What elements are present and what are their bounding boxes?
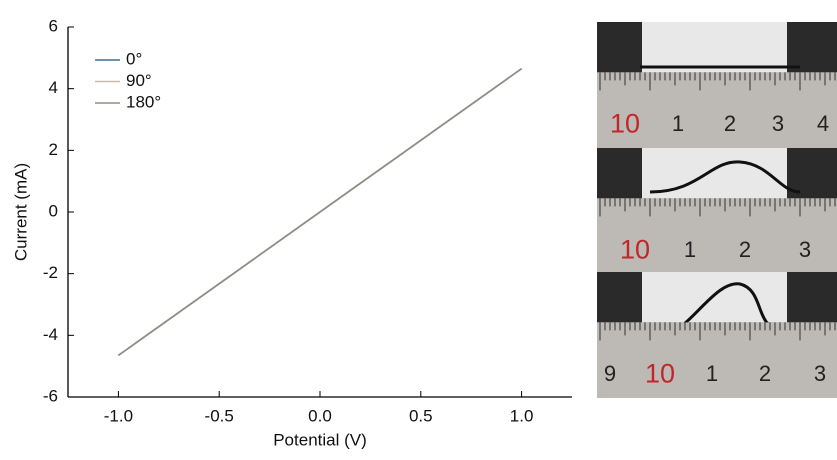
x-tick-label: 0.0: [308, 406, 332, 425]
y-tick-label: -6: [43, 386, 58, 405]
ruler: 10 1 2 3: [597, 198, 837, 274]
ruler-label: 10: [645, 358, 675, 388]
ruler-label: 10: [610, 108, 640, 138]
y-axis-label: Current (mA): [11, 163, 30, 261]
ruler-body: [597, 322, 837, 398]
y-tick-label: 0: [49, 201, 58, 220]
y-tick-label: 4: [49, 78, 58, 97]
legend-label: 90°: [126, 71, 152, 90]
ruler-label: 3: [799, 237, 811, 262]
x-tick-label: -1.0: [104, 406, 133, 425]
ruler-label: 2: [759, 361, 771, 386]
ruler-body: [597, 198, 837, 274]
y-tick-label: -2: [43, 263, 58, 282]
ruler-body: [597, 72, 837, 148]
photos: 10 1 2 3 4 10 1 2 3 9 10 1 2 3: [597, 22, 837, 398]
y-tick-label: -4: [43, 325, 58, 344]
x-tick-label: -0.5: [205, 406, 234, 425]
wire: [664, 282, 781, 337]
gap: [642, 22, 787, 73]
gap: [642, 272, 787, 323]
series-line: [117, 67, 523, 357]
wire: [649, 160, 801, 194]
x-axis-label: Potential (V): [273, 430, 367, 449]
ruler: 10 1 2 3 4: [597, 72, 837, 148]
ruler-label: 3: [814, 361, 826, 386]
x-tick-label: 0.5: [409, 406, 433, 425]
ruler-label: 2: [724, 111, 736, 136]
y-tick-label: 6: [49, 16, 58, 35]
legend-label: 180°: [126, 92, 161, 111]
ruler-label: 10: [620, 234, 650, 264]
ruler-label: 1: [706, 361, 718, 386]
ruler-label: 3: [772, 111, 784, 136]
ruler-label: 1: [684, 237, 696, 262]
ruler-label: 2: [739, 237, 751, 262]
ruler-label: 1: [672, 111, 684, 136]
y-tick-label: 2: [49, 140, 58, 159]
legend-label: 0°: [126, 49, 142, 68]
x-tick-label: 1.0: [510, 406, 534, 425]
ruler-label: 4: [817, 111, 829, 136]
ruler: 9 10 1 2 3: [597, 322, 837, 398]
ruler-label: 9: [604, 361, 616, 386]
